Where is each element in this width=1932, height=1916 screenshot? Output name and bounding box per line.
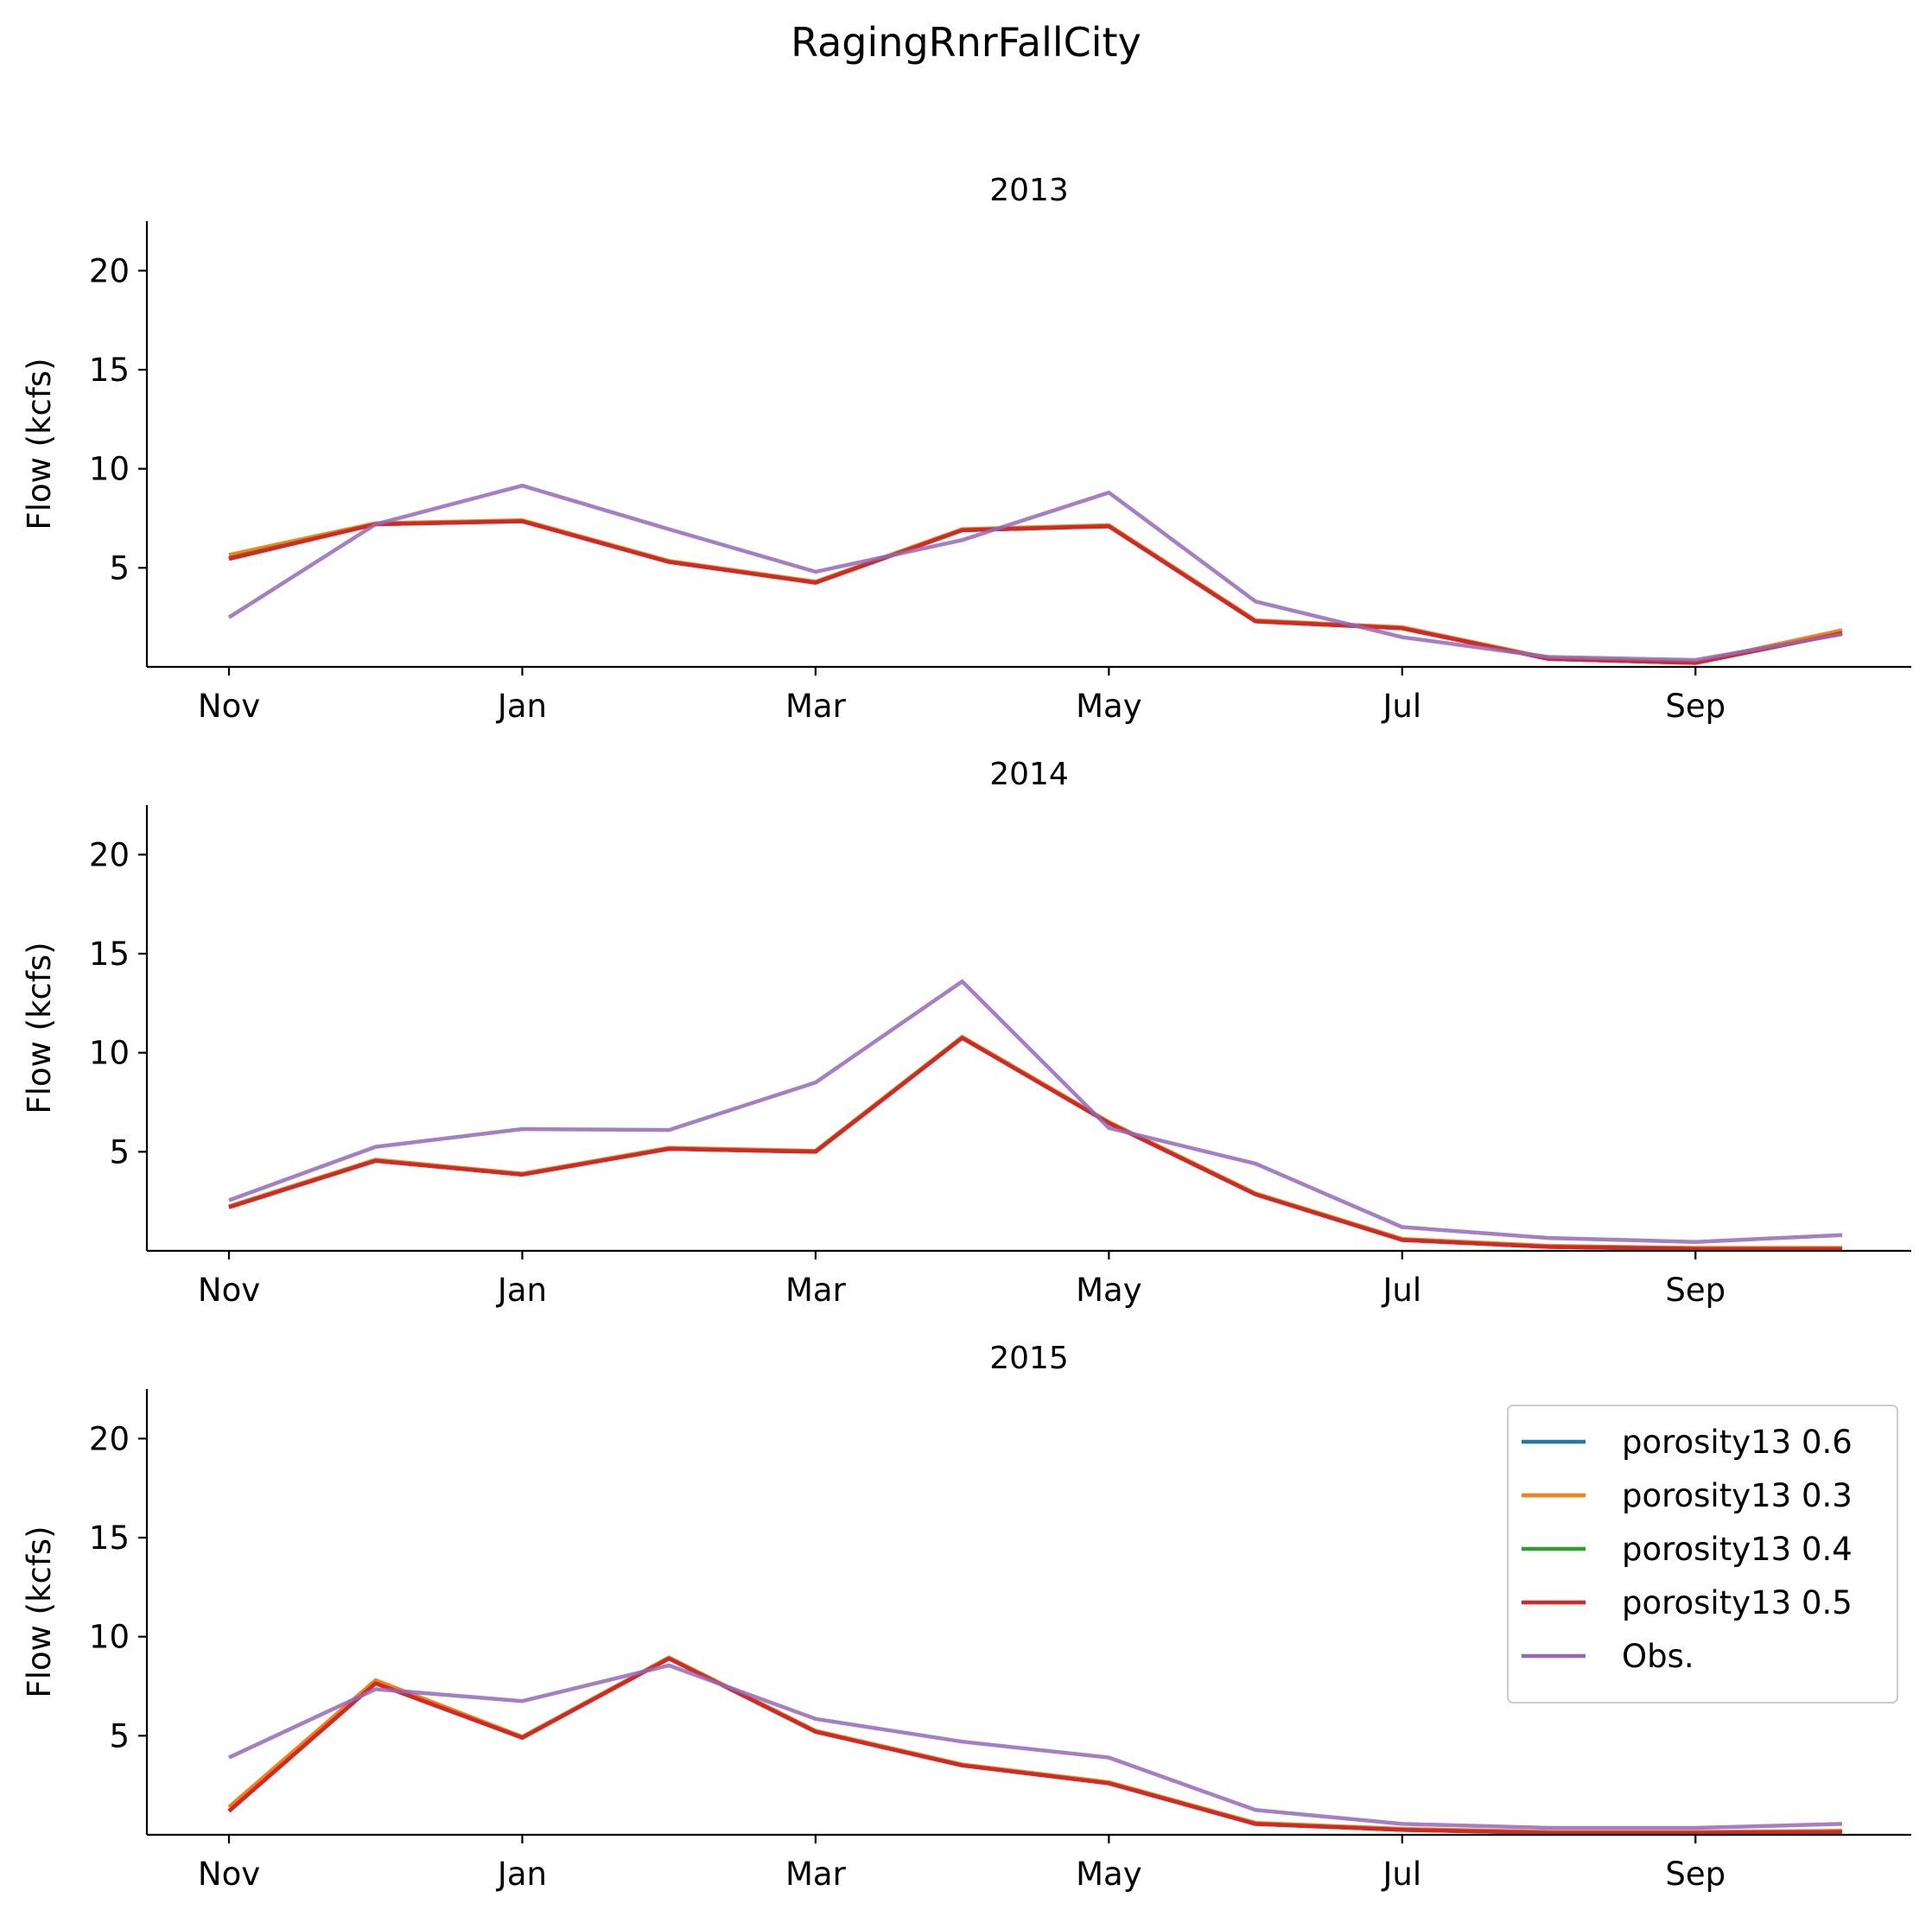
x-tick-label: Jan	[496, 688, 547, 725]
x-tick-label: Jul	[1381, 1272, 1421, 1309]
series-line-porosity13-0-3	[228, 518, 1843, 664]
x-tick-label: May	[1076, 688, 1142, 725]
y-tick-label: 20	[89, 1420, 130, 1457]
panel-2014: 2014 5 10 15 20 Nov Jan Mar May Jul Sep Flow (kcfs)	[21, 757, 1911, 1309]
x-tick-label: Nov	[198, 1272, 260, 1309]
series-line-porosity13-0-3	[228, 1035, 1842, 1250]
y-axis-label: Flow (kcfs)	[21, 358, 58, 530]
y-tick-label: 15	[89, 1519, 130, 1557]
x-tick-label: May	[1076, 1856, 1142, 1893]
series-line-porosity13-0-4	[228, 519, 1843, 665]
panel-title: 2015	[989, 1341, 1069, 1376]
x-tick-label: Jul	[1381, 688, 1421, 725]
y-tick-label: 10	[89, 1035, 130, 1072]
legend-label: porosity13 0.3	[1622, 1477, 1853, 1514]
x-tick-label: Jul	[1381, 1856, 1421, 1893]
series-line-porosity13-0-6	[228, 1036, 1842, 1251]
y-tick-label: 10	[89, 451, 130, 488]
y-axis-label: Flow (kcfs)	[21, 942, 58, 1113]
y-tick-label: 15	[89, 936, 130, 973]
x-tick-label: Sep	[1665, 1856, 1725, 1893]
series-line-porosity13-0-5	[228, 519, 1843, 665]
figure-title: RagingRnrFallCity	[791, 19, 1141, 66]
legend-label: Obs.	[1622, 1638, 1694, 1675]
panel-2015: 2015 5 10 15 20 Nov Jan Mar May Jul Sep Flow (kcfs)…	[21, 1341, 1911, 1893]
series-line-porosity13-0-6	[228, 519, 1843, 665]
legend-label: porosity13 0.5	[1622, 1584, 1853, 1621]
legend-label: porosity13 0.4	[1622, 1531, 1853, 1568]
series-line-Obs	[228, 979, 1843, 1244]
series-line-Obs	[227, 483, 1843, 663]
legend: porosity13 0.6 porosity13 0.3 porosity13 0…	[1507, 1405, 1898, 1703]
x-tick-label: Nov	[198, 688, 260, 725]
x-tick-label: Mar	[785, 1272, 847, 1309]
y-tick-label: 5	[109, 549, 130, 587]
x-tick-label: Mar	[785, 1856, 847, 1893]
x-tick-label: Nov	[198, 1856, 260, 1893]
x-tick-label: Mar	[785, 688, 847, 725]
panel-title: 2014	[989, 757, 1069, 792]
y-tick-label: 5	[109, 1717, 130, 1754]
legend-frame	[1507, 1405, 1898, 1703]
x-tick-label: Jan	[496, 1272, 547, 1309]
series-line-porosity13-0-5	[228, 1036, 1842, 1251]
y-tick-label: 15	[89, 352, 130, 389]
x-tick-label: May	[1076, 1272, 1142, 1309]
series-line-Obs	[228, 1663, 1843, 1830]
y-axis-label: Flow (kcfs)	[21, 1526, 58, 1697]
y-tick-label: 5	[109, 1133, 130, 1171]
panels-group: 2013 5 10 15 20 Nov Jan Mar May Jul Sep Flow (kcfs)…	[21, 173, 1911, 1893]
x-tick-label: Sep	[1665, 1272, 1725, 1309]
panel-title: 2013	[989, 173, 1069, 208]
x-tick-label: Jan	[496, 1856, 547, 1893]
series-line-porosity13-0-5	[227, 1656, 1843, 1835]
y-tick-label: 10	[89, 1619, 130, 1656]
y-tick-label: 20	[89, 252, 130, 289]
panel-2013: 2013 5 10 15 20 Nov Jan Mar May Jul Sep Flow (kcfs)	[21, 173, 1911, 725]
legend-label: porosity13 0.6	[1622, 1424, 1853, 1461]
x-tick-label: Sep	[1665, 688, 1725, 725]
series-line-porosity13-0-4	[228, 1036, 1842, 1251]
y-tick-label: 20	[89, 836, 130, 873]
